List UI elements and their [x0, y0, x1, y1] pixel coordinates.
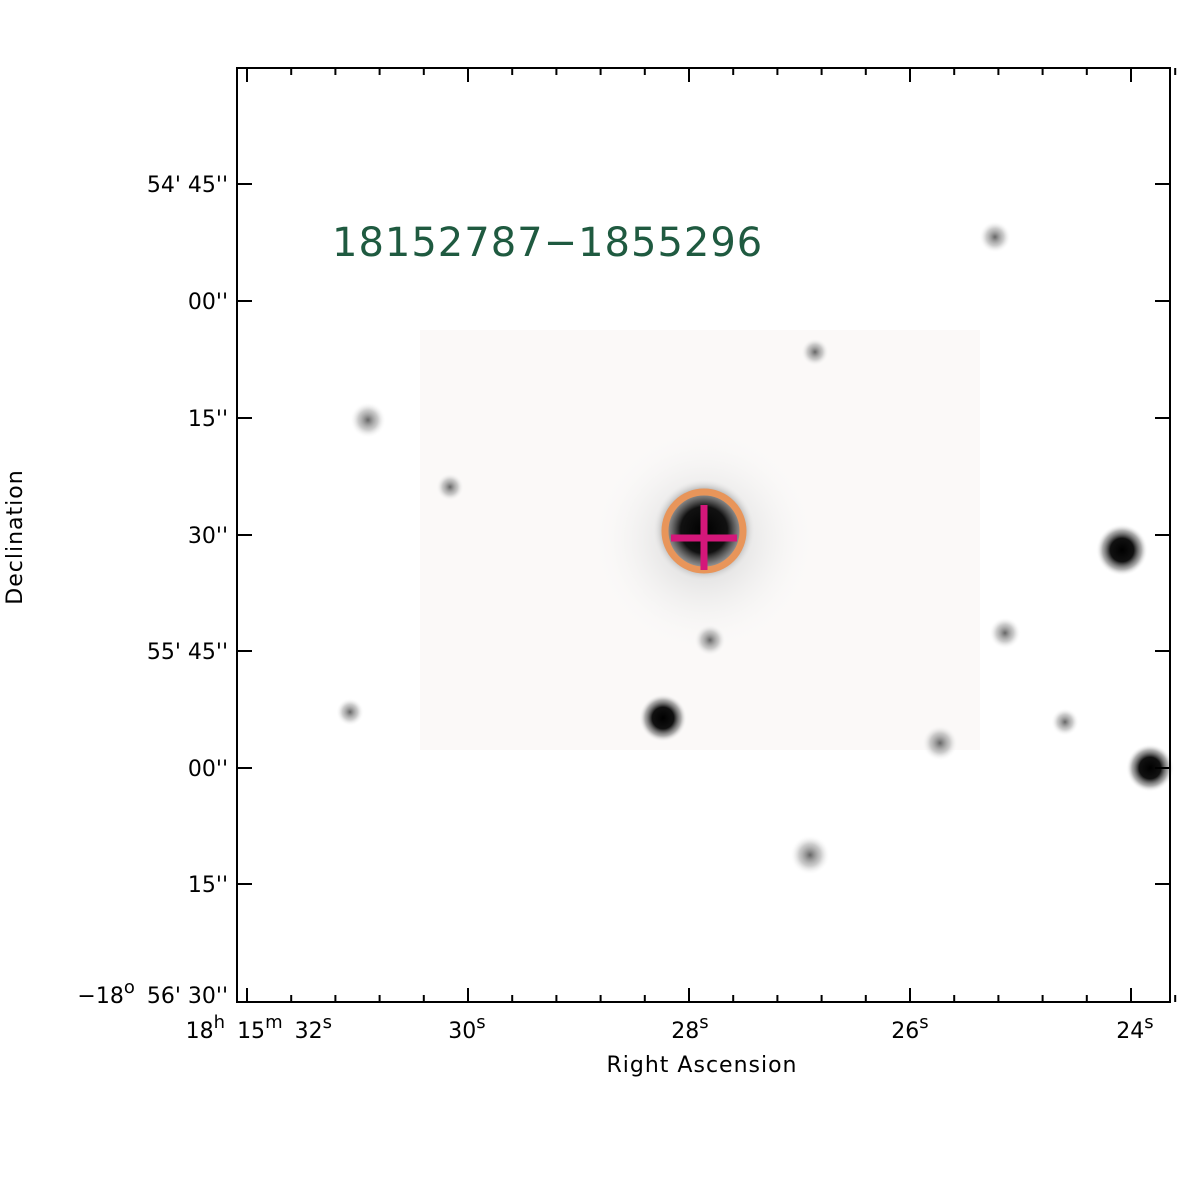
y-tick-label: 15''	[188, 407, 228, 432]
tick-text: 55' 45''	[147, 640, 228, 665]
y-tick-label: 55' 45''	[147, 640, 228, 665]
y-tick-label: 15''	[188, 873, 228, 898]
x-tick-label: 24s	[1116, 1012, 1153, 1044]
tick-text: 26	[891, 1019, 919, 1044]
y-tick-label: −18o 56' 30''	[77, 977, 228, 1009]
tick-superscript: s	[323, 1012, 332, 1033]
tick-text: 30''	[188, 524, 228, 549]
y-tick-label: 54' 45''	[147, 173, 228, 198]
x-axis-label: Right Ascension	[607, 1053, 798, 1078]
tick-text: 00''	[188, 290, 228, 315]
tick-text: 18	[186, 1019, 214, 1044]
tick-text: 30	[448, 1019, 476, 1044]
tick-text: 32	[295, 1019, 323, 1044]
tick-text: 56' 30''	[147, 984, 228, 1009]
tick-text: 15	[237, 1019, 265, 1044]
x-tick-label: 26s	[891, 1012, 928, 1044]
tick-text: 00''	[188, 757, 228, 782]
y-tick-label: 30''	[188, 524, 228, 549]
source-name: 18152787−1855296	[332, 220, 763, 266]
tick-superscript: s	[1144, 1012, 1153, 1033]
tick-superscript: m	[265, 1012, 283, 1033]
tick-superscript: h	[214, 1012, 225, 1033]
tick-text: 15''	[188, 407, 228, 432]
tick-text: −18	[77, 984, 123, 1009]
tick-superscript: s	[919, 1012, 928, 1033]
y-axis-label: Declination	[3, 469, 28, 604]
tick-text: 54' 45''	[147, 173, 228, 198]
axis-ticks	[237, 68, 1177, 1002]
target-marker	[661, 488, 747, 574]
x-tick-label: 28s	[671, 1012, 708, 1044]
tick-text: 28	[671, 1019, 699, 1044]
tick-text: 15''	[188, 873, 228, 898]
x-tick-label: 18h 15m 32s	[186, 1012, 332, 1044]
tick-superscript: o	[124, 977, 135, 998]
tick-text: 24	[1116, 1019, 1144, 1044]
tick-superscript: s	[476, 1012, 485, 1033]
tick-superscript: s	[699, 1012, 708, 1033]
x-tick-label: 30s	[448, 1012, 485, 1044]
y-tick-label: 00''	[188, 757, 228, 782]
y-tick-label: 00''	[188, 290, 228, 315]
